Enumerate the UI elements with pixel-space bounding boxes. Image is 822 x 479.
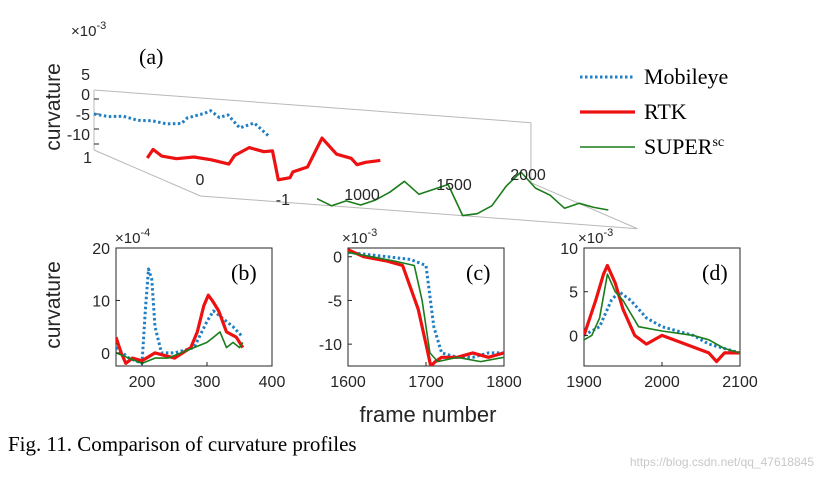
panel-a-ylabel: curvature bbox=[42, 63, 65, 151]
panel-c-exponent: ×10-3 bbox=[342, 227, 377, 247]
panel-a-axis-edge bbox=[93, 149, 201, 197]
panel-a-axis-edge bbox=[93, 89, 531, 124]
panel-c-x-tick: 1700 bbox=[408, 374, 444, 391]
panel-c-y-tick: -10 bbox=[319, 337, 342, 354]
panel-a-z-tick: -10 bbox=[67, 127, 90, 144]
panel-a-y-tick: 0 bbox=[196, 172, 205, 189]
panel-c-y-tick: 0 bbox=[333, 250, 342, 267]
panel-d-x-tick: 2000 bbox=[644, 374, 680, 391]
panel-c: 1600 1700 1800 0 -5 -10 ×10-3 (c) bbox=[319, 227, 522, 391]
shared-xlabel: frame number bbox=[360, 402, 497, 427]
panel-b-x-tick: 300 bbox=[194, 374, 221, 391]
panel-b-y-tick: 20 bbox=[92, 241, 110, 258]
panel-a-axis-edge bbox=[530, 182, 638, 230]
panel-b-series-rtk bbox=[116, 293, 245, 365]
panel-d-x-tick: 1900 bbox=[566, 374, 602, 391]
panel-a-z-tick: 0 bbox=[81, 87, 90, 104]
panel-a-x-tick: 1500 bbox=[436, 177, 472, 194]
panel-d-label: (d) bbox=[702, 260, 728, 285]
panel-a-exponent: ×10-3 bbox=[71, 20, 106, 40]
panel-b-x-tick: 400 bbox=[259, 374, 286, 391]
panel-c-x-tick: 1800 bbox=[486, 374, 522, 391]
panel-c-label: (c) bbox=[466, 260, 490, 285]
legend-label-super: SUPERsc bbox=[644, 134, 724, 159]
panel-a-series bbox=[93, 109, 609, 217]
panel-a: curvature ×10-3 (a) 5 0 -5 -10 1 0 -1 10… bbox=[42, 20, 638, 230]
panel-b: 200 300 400 0 10 20 curvature ×10-4 (b) bbox=[42, 227, 285, 391]
panel-a-x-tick: 1000 bbox=[344, 187, 380, 204]
panel-d-x-tick: 2100 bbox=[722, 374, 758, 391]
panel-d-y-tick: 5 bbox=[569, 285, 578, 302]
panel-c-x-tick: 1600 bbox=[330, 374, 366, 391]
figure-caption: Fig. 11. Comparison of curvature profile… bbox=[8, 432, 357, 456]
legend: Mobileye RTK SUPERsc bbox=[580, 64, 728, 159]
panel-c-series-rtk bbox=[348, 248, 504, 366]
panel-a-axes-box bbox=[93, 89, 638, 230]
panel-c-y-tick: -5 bbox=[328, 293, 342, 310]
panel-a-z-tick: -5 bbox=[76, 107, 90, 124]
panel-b-exponent: ×10-4 bbox=[115, 227, 150, 247]
panel-b-ylabel: curvature bbox=[42, 261, 65, 349]
panel-c-series-super bbox=[348, 251, 504, 363]
panel-b-series-mobileye bbox=[116, 267, 244, 365]
legend-label-mobileye: Mobileye bbox=[644, 64, 728, 89]
panel-a-x-tick: 2000 bbox=[510, 167, 546, 184]
panel-a-y-tick: 1 bbox=[83, 150, 92, 167]
panel-a-label: (a) bbox=[139, 44, 163, 69]
panel-b-series-super bbox=[116, 331, 244, 365]
panel-a-series-mobileye bbox=[93, 109, 270, 138]
panel-a-y-tick: -1 bbox=[276, 192, 290, 209]
panel-d-series-mobileye bbox=[584, 290, 740, 355]
panel-a-z-tick: 5 bbox=[81, 67, 90, 84]
watermark: https://blog.csdn.net/qq_47618845 bbox=[629, 455, 814, 469]
panel-d-y-tick: 10 bbox=[560, 241, 578, 258]
panel-b-y-tick: 0 bbox=[101, 346, 110, 363]
panel-b-y-tick: 10 bbox=[92, 293, 110, 310]
panel-d: 1900 2000 2100 0 5 10 ×10-3 (d) bbox=[560, 227, 758, 391]
panel-d-series-rtk bbox=[584, 263, 740, 364]
legend-label-rtk: RTK bbox=[644, 99, 687, 124]
panel-d-exponent: ×10-3 bbox=[578, 227, 613, 247]
panel-a-series-rtk bbox=[145, 136, 381, 182]
panel-d-y-tick: 0 bbox=[569, 328, 578, 345]
panel-a-axis-edge bbox=[200, 195, 638, 230]
panel-b-label: (b) bbox=[231, 260, 257, 285]
panel-a-series-super bbox=[316, 171, 609, 217]
panel-d-series-super bbox=[584, 273, 740, 354]
panel-b-x-tick: 200 bbox=[129, 374, 156, 391]
